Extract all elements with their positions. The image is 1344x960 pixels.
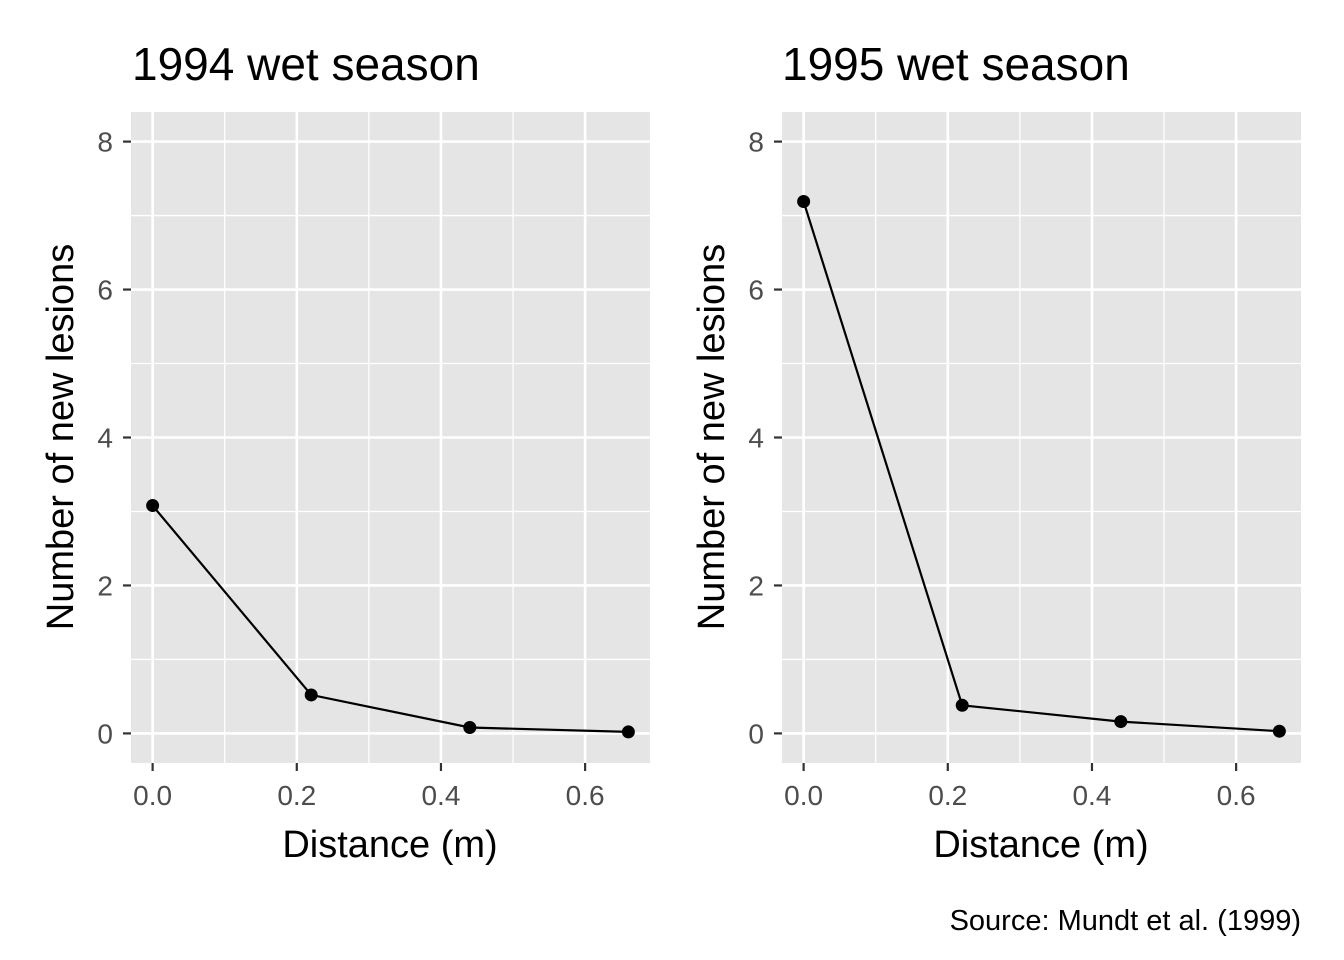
y-tick-label: 2 xyxy=(748,570,764,601)
ticks: 0.0 0.2 0.4 0.6 0 2 4 6 8 xyxy=(97,127,604,811)
chart-title: 1995 wet season xyxy=(782,38,1130,90)
y-tick-label: 2 xyxy=(97,570,113,601)
x-tick-label: 0.0 xyxy=(133,780,172,811)
x-tick-label: 0.4 xyxy=(421,780,460,811)
panel-1995: 1995 wet season 0.0 0.2 0.4 0.6 0 2 4 6 8 Distan… xyxy=(691,38,1301,866)
grid xyxy=(782,112,1301,763)
y-axis-title: Number of new lesions xyxy=(40,244,82,631)
ticks: 0.0 0.2 0.4 0.6 0 2 4 6 8 xyxy=(748,127,1255,811)
x-tick-label: 0.2 xyxy=(928,780,967,811)
data-point xyxy=(955,698,969,712)
source-caption: Source: Mundt et al. (1999) xyxy=(950,905,1301,937)
data-layer xyxy=(797,195,1286,738)
x-tick-label: 0.0 xyxy=(784,780,823,811)
y-tick-label: 8 xyxy=(748,127,764,158)
data-point xyxy=(1114,715,1128,729)
x-tick-label: 0.6 xyxy=(566,780,605,811)
series-line xyxy=(151,504,629,733)
x-tick-label: 0.2 xyxy=(277,780,316,811)
y-axis-title: Number of new lesions xyxy=(691,244,733,631)
data-layer xyxy=(146,499,635,739)
y-tick-label: 0 xyxy=(748,718,764,749)
y-tick-label: 4 xyxy=(97,423,113,454)
x-axis-title: Distance (m) xyxy=(933,824,1148,866)
data-point xyxy=(146,499,160,513)
data-point xyxy=(797,195,811,209)
y-tick-label: 8 xyxy=(97,127,113,158)
series-line xyxy=(802,201,1280,733)
x-axis-title: Distance (m) xyxy=(282,824,497,866)
x-tick-label: 0.6 xyxy=(1217,780,1256,811)
y-tick-label: 0 xyxy=(97,718,113,749)
chart-title: 1994 wet season xyxy=(132,38,480,90)
y-tick-label: 6 xyxy=(97,275,113,306)
data-point xyxy=(1272,724,1286,738)
data-point xyxy=(463,720,477,734)
data-point xyxy=(621,725,635,739)
y-tick-label: 6 xyxy=(748,275,764,306)
y-tick-label: 4 xyxy=(748,423,764,454)
panel-1994: 1994 wet season 0.0 0.2 0.4 0.6 0 2 4 6 8 Distan… xyxy=(40,38,650,866)
x-tick-label: 0.4 xyxy=(1072,780,1111,811)
data-point xyxy=(304,688,318,702)
grid xyxy=(131,112,650,763)
